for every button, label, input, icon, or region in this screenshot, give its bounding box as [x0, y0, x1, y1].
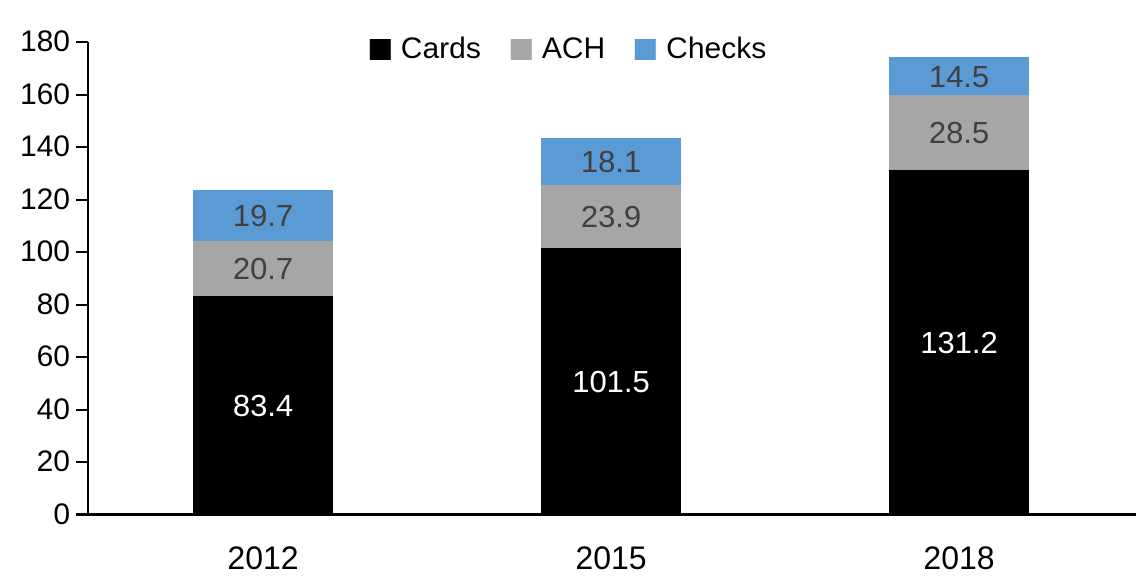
y-axis-tick-mark — [76, 303, 88, 306]
legend-item-checks: Checks — [635, 34, 766, 64]
x-axis-category-label: 2012 — [227, 540, 299, 576]
y-axis-tick-mark — [76, 408, 88, 411]
bar-segment-2018-cards: 131.2 — [889, 170, 1029, 515]
y-axis-tick-label: 140 — [19, 130, 70, 164]
data-label: 18.1 — [580, 144, 642, 180]
bar-segment-2012-checks: 19.7 — [193, 189, 333, 242]
y-axis-tick-label: 20 — [36, 445, 70, 479]
legend-item-ach: ACH — [510, 32, 606, 65]
legend-marker-cards — [369, 38, 391, 60]
y-axis-tick-label: 180 — [19, 25, 70, 58]
data-label: 131.2 — [920, 325, 998, 361]
y-axis-tick-label: 100 — [19, 235, 70, 269]
chart-legend: Cards ACH Checks — [369, 32, 766, 65]
legend-item-cards: Cards — [369, 32, 481, 65]
y-axis-tick-label: 160 — [19, 77, 70, 111]
x-axis-category-label: 2015 — [575, 540, 647, 576]
y-axis-line — [87, 42, 89, 516]
y-axis-tick-mark — [76, 356, 88, 359]
bar-segment-2015-cards: 101.5 — [541, 248, 681, 515]
y-axis-tick-mark — [76, 198, 88, 201]
bar-segment-2012-cards: 83.4 — [193, 295, 333, 515]
y-axis-tick-mark — [76, 461, 88, 464]
data-label: 28.5 — [928, 115, 990, 151]
y-axis-tick-label: 60 — [36, 340, 70, 374]
data-label: 14.5 — [928, 58, 990, 94]
y-axis-tick-mark — [76, 514, 88, 516]
bar-segment-2018-checks: 14.5 — [889, 57, 1029, 96]
y-axis-tick-mark — [76, 146, 88, 149]
legend-label: Cards — [400, 32, 481, 65]
y-axis-tick-mark — [76, 41, 88, 43]
data-label: 83.4 — [232, 387, 294, 423]
bar-segment-2018-ach: 28.5 — [889, 95, 1029, 171]
bar-segment-2015-checks: 18.1 — [541, 137, 681, 186]
y-axis-tick-label: 120 — [19, 182, 70, 216]
x-axis-category-label: 2018 — [923, 540, 995, 576]
data-label: 19.7 — [232, 198, 294, 234]
bar-segment-2012-ach: 20.7 — [193, 241, 333, 296]
y-axis-tick-label: 80 — [36, 287, 70, 321]
y-axis-tick-mark — [76, 93, 88, 96]
legend-label: ACH — [541, 32, 606, 65]
y-axis-tick-mark — [76, 251, 88, 254]
data-label: 20.7 — [232, 251, 294, 287]
y-axis-tick-label: 0 — [53, 498, 70, 531]
data-label: 23.9 — [580, 199, 642, 235]
data-label: 101.5 — [572, 364, 650, 400]
legend-marker-checks — [635, 38, 657, 60]
y-axis-tick-label: 40 — [36, 392, 70, 426]
legend-label: Checks — [666, 32, 767, 65]
bar-segment-2015-ach: 23.9 — [541, 185, 681, 249]
legend-marker-ach — [510, 38, 532, 60]
